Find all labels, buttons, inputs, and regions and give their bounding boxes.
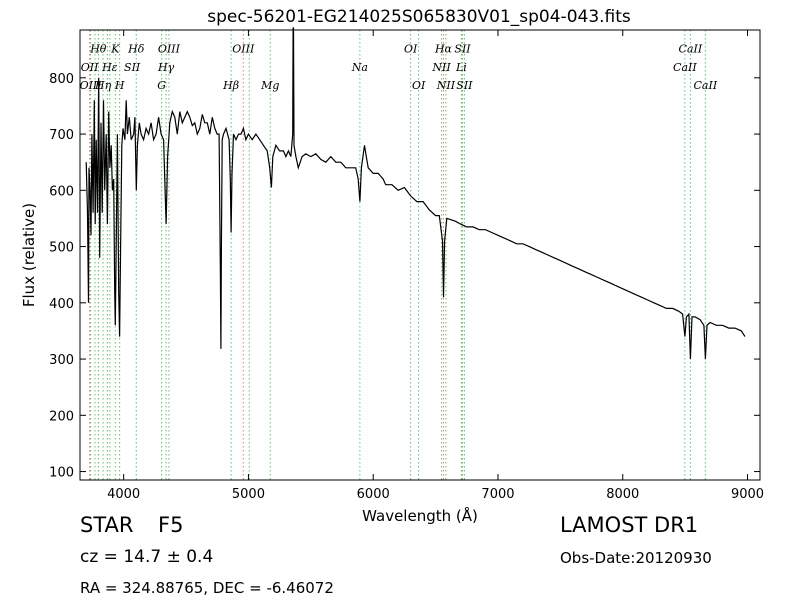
x-tick-label: 5000	[232, 487, 265, 502]
line-label: Mg	[260, 79, 279, 92]
survey-name: LAMOST DR1	[560, 513, 699, 537]
observation-date: Obs-Date:20120930	[560, 549, 712, 567]
line-label: OIII	[158, 43, 181, 56]
y-tick-label: 500	[49, 241, 74, 256]
x-tick-label: 6000	[357, 487, 390, 502]
line-label: Hε	[101, 61, 118, 74]
y-tick-label: 600	[49, 184, 74, 199]
line-label: CaII	[673, 61, 697, 74]
line-label: CaII	[679, 43, 703, 56]
line-label: SII	[456, 79, 473, 92]
redshift-value: cz = 14.7 ± 0.4	[80, 547, 214, 567]
line-label: OIII	[232, 43, 255, 56]
line-label: Hγ	[157, 61, 175, 74]
line-label: NII	[431, 61, 451, 74]
x-tick-label: 7000	[481, 487, 514, 502]
y-tick-label: 400	[49, 297, 74, 312]
chart-title: spec-56201-EG214025S065830V01_sp04-043.f…	[207, 7, 631, 27]
line-label: K	[110, 43, 120, 56]
y-tick-label: 100	[49, 466, 74, 481]
y-tick-label: 700	[49, 128, 74, 143]
line-label: G	[157, 79, 166, 92]
line-label: OIII	[80, 79, 103, 92]
line-label: SII	[454, 43, 471, 56]
coordinates: RA = 324.88765, DEC = -6.46072	[80, 579, 334, 597]
x-axis-label: Wavelength (Å)	[362, 506, 478, 525]
line-label: Hβ	[222, 79, 239, 92]
line-label: SII	[124, 61, 141, 74]
x-tick-label: 8000	[606, 487, 639, 502]
y-tick-label: 800	[49, 72, 74, 87]
line-label: Li	[455, 61, 467, 74]
object-subclass: F5	[158, 513, 184, 537]
x-tick-label: 9000	[731, 487, 764, 502]
line-label: NII	[436, 79, 456, 92]
line-label: Hθ	[89, 43, 107, 56]
line-label: Na	[351, 61, 368, 74]
y-tick-label: 200	[49, 409, 74, 424]
line-label: OI	[404, 43, 418, 56]
line-label: OII	[81, 61, 99, 74]
line-label: Hα	[434, 43, 453, 56]
line-label: Hη	[94, 79, 112, 92]
y-axis-label: Flux (relative)	[20, 203, 38, 307]
x-tick-label: 4000	[107, 487, 140, 502]
axes: 4000 5000 6000 7000 8000 9000 100 200 300 400 500 6…	[49, 30, 764, 502]
line-label: OI	[412, 79, 426, 92]
object-type: STAR	[80, 513, 134, 537]
spectrum-line	[85, 27, 746, 360]
line-label: CaII	[694, 79, 718, 92]
plot-frame	[79, 29, 761, 481]
line-label: H	[114, 79, 125, 92]
spectral-line-markers	[89, 30, 706, 480]
y-tick-label: 300	[49, 353, 74, 368]
line-label: Hδ	[127, 43, 145, 56]
